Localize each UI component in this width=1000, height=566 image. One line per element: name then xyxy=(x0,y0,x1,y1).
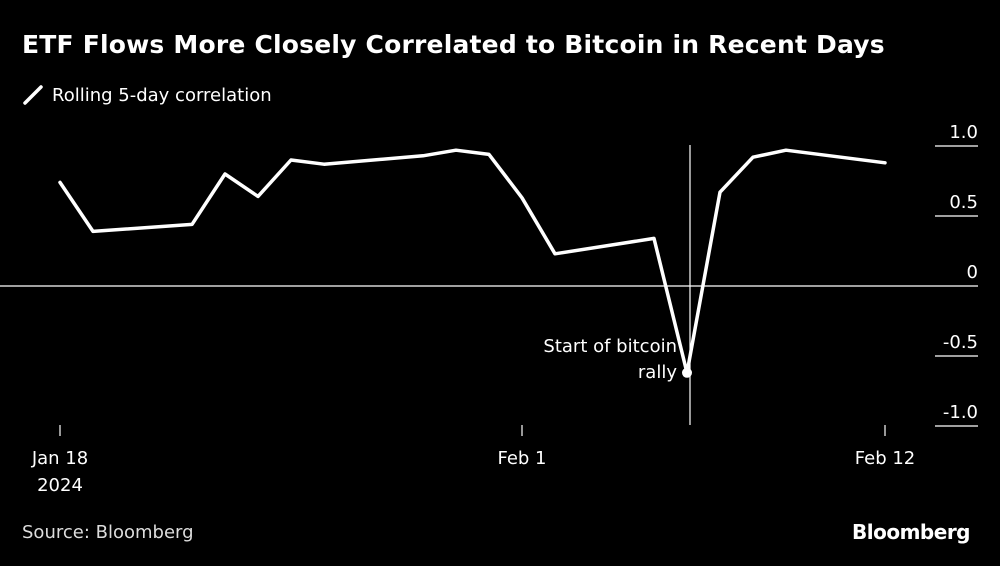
legend-line-icon xyxy=(23,85,43,105)
y-tick-label: 0 xyxy=(967,262,978,283)
y-tick-label: 1.0 xyxy=(949,122,978,143)
annotation-label: Start of bitcoin xyxy=(543,336,677,357)
y-tick-label: -1.0 xyxy=(943,402,978,423)
x-tick-label: Feb 1 xyxy=(497,448,546,469)
x-tick-label: Feb 12 xyxy=(855,448,916,469)
x-tick-sublabel: 2024 xyxy=(37,475,83,496)
y-tick-label: 0.5 xyxy=(949,192,978,213)
x-tick-label: Jan 18 xyxy=(31,448,88,469)
chart-title: ETF Flows More Closely Correlated to Bit… xyxy=(22,30,885,59)
legend: Rolling 5-day correlation xyxy=(22,84,272,106)
bloomberg-logo: Bloomberg xyxy=(852,520,970,544)
series-line xyxy=(58,148,887,375)
annotation-dot xyxy=(682,367,692,378)
annotation-label: rally xyxy=(638,362,677,383)
legend-label: Rolling 5-day correlation xyxy=(52,84,272,106)
y-tick-label: -0.5 xyxy=(943,332,978,353)
source-note: Source: Bloomberg xyxy=(22,522,194,543)
